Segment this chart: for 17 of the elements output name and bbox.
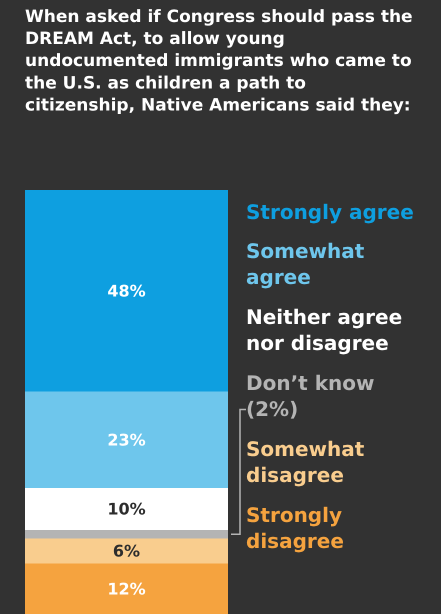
bar: [25, 530, 228, 538]
text: Don’t know (2%): [246, 371, 374, 421]
data-label: 6%: [112, 542, 140, 561]
bar: [25, 538, 228, 564]
series-label: Strongly agree: [246, 200, 414, 224]
text: Somewhat agree: [246, 239, 365, 289]
data-label: 48%: [107, 281, 146, 300]
data-label: 12%: [107, 579, 146, 598]
chart-title: When asked if Congress should pass the DREAM Act, to allow young undocumented immigrants who came to the U.S. as children a path to citizenship, Native Americans said they:: [25, 7, 413, 116]
data-label: 23%: [107, 430, 146, 450]
bar: [25, 392, 228, 488]
text: Somewhat disagree: [246, 437, 365, 487]
series-label: Strongly disagree: [246, 503, 344, 553]
bar: [25, 564, 228, 614]
data-label: 10%: [107, 500, 146, 519]
text: Neither agree nor disagree: [246, 305, 402, 355]
bar: [25, 488, 228, 530]
